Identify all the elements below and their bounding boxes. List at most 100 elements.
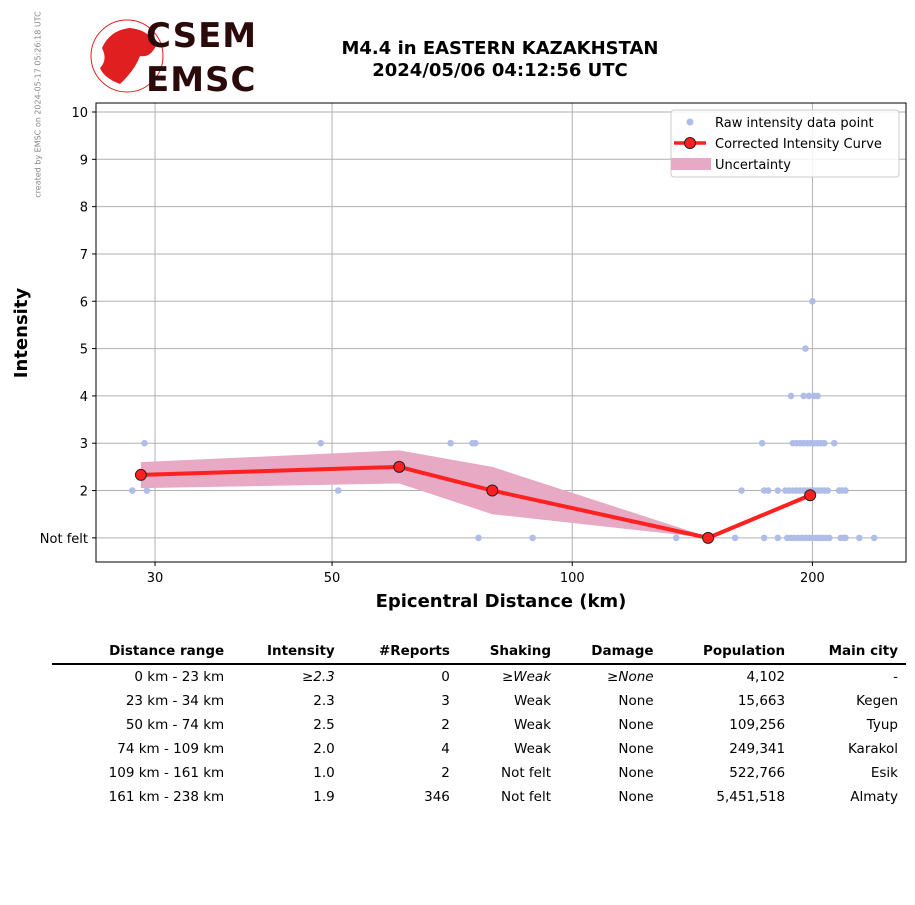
y-tick-label: Not felt xyxy=(40,532,88,547)
column-header: Intensity xyxy=(232,640,343,665)
x-tick-label: 30 xyxy=(147,571,164,586)
table-row: 109 km - 161 km 1.0 2 Not felt None 522,766 Es… xyxy=(52,761,906,785)
curve-point xyxy=(702,531,715,544)
raw-data-point xyxy=(787,392,795,400)
y-tick-label: 6 xyxy=(80,295,88,310)
table-cell: 2 xyxy=(441,717,450,733)
raw-data-point xyxy=(764,487,772,494)
table-cell: 346 xyxy=(424,789,450,805)
y-tick-label: 4 xyxy=(80,390,88,405)
table-cell: ≥2.3 xyxy=(301,669,335,685)
raw-data-point xyxy=(758,439,766,447)
table-cell: 3 xyxy=(441,693,450,709)
logo-emsc: EMSC xyxy=(146,60,257,100)
table-cell: 15,663 xyxy=(737,693,786,709)
legend-curve-marker xyxy=(684,137,696,149)
table-cell: None xyxy=(618,717,654,733)
x-axis-label: Epicentral Distance (km) xyxy=(376,591,627,612)
y-tick-label: 10 xyxy=(71,106,88,121)
table-cell: 50 km - 74 km xyxy=(125,717,225,733)
table-cell: - xyxy=(893,669,898,685)
legend-raw-label: Raw intensity data point xyxy=(715,116,874,131)
y-tick-label: 5 xyxy=(80,343,88,358)
table-cell: Karakol xyxy=(847,741,898,757)
raw-data-point xyxy=(814,392,821,400)
raw-data-point xyxy=(802,345,809,352)
raw-data-point xyxy=(129,487,136,494)
raw-data-point xyxy=(842,487,849,494)
table-cell: 74 km - 109 km xyxy=(117,741,225,757)
table-cell: Esik xyxy=(870,765,898,781)
table-cell: 0 xyxy=(441,669,450,685)
raw-data-point xyxy=(334,487,342,494)
x-tick-label: 200 xyxy=(800,571,825,586)
chart-subtitle: 2024/05/06 04:12:56 UTC xyxy=(372,60,628,81)
curve-point xyxy=(804,489,817,502)
table-cell: 0 km - 23 km xyxy=(134,669,225,685)
raw-data-point xyxy=(447,439,454,447)
legend-band-label: Uncertainty xyxy=(715,158,791,173)
raw-data-point xyxy=(738,487,745,494)
curve-point xyxy=(134,468,147,481)
table-cell: None xyxy=(618,789,654,805)
table-cell: ≥None xyxy=(607,669,654,685)
raw-data-point xyxy=(842,534,849,542)
table-cell: 161 km - 238 km xyxy=(108,789,225,805)
table-row: 23 km - 34 km 2.3 3 Weak None 15,663 Kegen xyxy=(52,689,906,713)
table-cell: 23 km - 34 km xyxy=(125,693,225,709)
raw-data-point xyxy=(143,487,151,494)
raw-data-point xyxy=(856,534,863,542)
raw-data-point xyxy=(141,439,148,447)
raw-data-point xyxy=(317,439,325,447)
raw-data-point xyxy=(830,439,838,447)
table-cell: 522,766 xyxy=(729,765,786,781)
curve-point xyxy=(393,460,406,473)
chart-title: M4.4 in EASTERN KAZAKHSTAN xyxy=(341,38,659,59)
x-tick-label: 50 xyxy=(324,571,341,586)
raw-data-point xyxy=(805,392,813,400)
table-cell: 4 xyxy=(441,741,450,757)
table-cell: Weak xyxy=(514,717,552,733)
table-cell: Not felt xyxy=(500,789,552,805)
raw-data-point xyxy=(821,439,828,447)
table-cell: 2.0 xyxy=(313,741,335,757)
globe-icon xyxy=(90,19,164,93)
table-cell: 4,102 xyxy=(746,669,786,685)
legend-raw-marker xyxy=(686,118,694,126)
y-tick-label: 9 xyxy=(80,153,88,168)
legend-curve-label: Corrected Intensity Curve xyxy=(715,137,882,152)
table-cell: 1.0 xyxy=(313,765,335,781)
table-cell: 109,256 xyxy=(729,717,786,733)
table-cell: ≥Weak xyxy=(501,669,552,685)
column-header: Shaking xyxy=(457,640,560,665)
table-cell: 2.3 xyxy=(313,693,335,709)
raw-data-point xyxy=(760,534,768,542)
raw-data-point xyxy=(774,534,782,542)
table-row: 74 km - 109 km 2.0 4 Weak None 249,341 Karakol xyxy=(52,737,906,761)
table-row: 50 km - 74 km 2.5 2 Weak None 109,256 Tyup xyxy=(52,713,906,737)
column-header: Distance range xyxy=(52,640,233,665)
table-cell: 2.5 xyxy=(313,717,335,733)
table-cell: Not felt xyxy=(500,765,552,781)
emsc-logo: CSEM EMSC xyxy=(90,16,258,100)
y-tick-label: 2 xyxy=(80,485,88,500)
raw-data-point xyxy=(809,297,816,305)
x-tick-label: 100 xyxy=(560,571,585,586)
uncertainty-band xyxy=(140,450,811,538)
logo-csem: CSEM xyxy=(146,16,258,56)
intensity-chart: 30 50 100 200 Not felt 2 3 4 5 6 7 8 9 10 Epicentral … xyxy=(11,102,907,612)
raw-data-point xyxy=(731,534,739,542)
table-cell: 1.9 xyxy=(313,789,335,805)
table-cell: Weak xyxy=(514,741,552,757)
table-cell: 109 km - 161 km xyxy=(108,765,225,781)
raw-data-point xyxy=(774,487,782,494)
raw-data-point xyxy=(826,534,833,542)
table-cell: 2 xyxy=(441,765,450,781)
raw-data-point xyxy=(672,534,680,542)
y-axis-label: Intensity xyxy=(11,288,32,379)
table-cell: 5,451,518 xyxy=(716,789,786,805)
table-cell: None xyxy=(618,765,654,781)
table-row: 161 km - 238 km 1.9 346 Not felt None 5,451,5… xyxy=(52,785,906,809)
y-tick-label: 8 xyxy=(80,201,88,216)
raw-data-point xyxy=(824,487,831,494)
